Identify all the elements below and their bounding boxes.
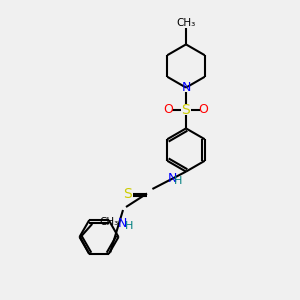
Text: S: S <box>182 103 190 116</box>
Text: N: N <box>168 172 177 185</box>
Text: H: H <box>124 221 133 231</box>
Text: CH₃: CH₃ <box>176 17 196 28</box>
Text: N: N <box>118 217 128 230</box>
Text: O: O <box>199 103 208 116</box>
Text: S: S <box>123 187 132 200</box>
Text: H: H <box>174 176 183 186</box>
Text: O: O <box>164 103 173 116</box>
Text: CH₃: CH₃ <box>100 218 119 227</box>
Text: N: N <box>181 81 191 94</box>
